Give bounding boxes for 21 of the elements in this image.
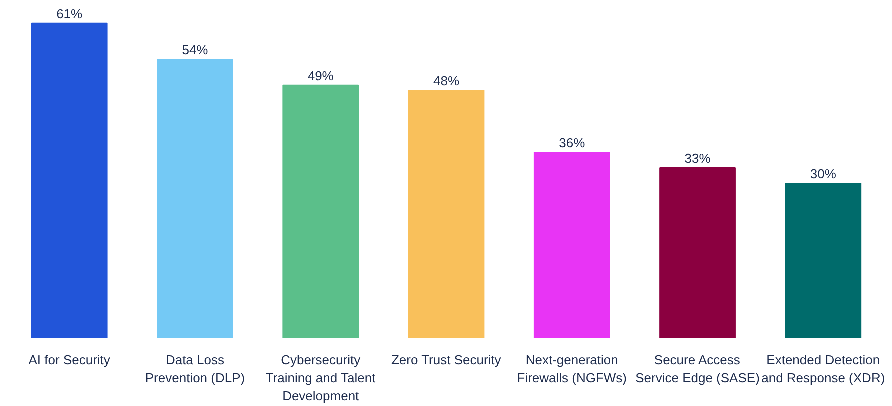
data-label: 61%: [56, 6, 84, 22]
x-tick-label: Cybersecurity Training and Talent Development: [266, 352, 376, 404]
x-tick-label: Secure Access Service Edge (SASE): [636, 352, 760, 386]
data-label: 30%: [810, 166, 837, 182]
x-tick-label: Data Loss Prevention (DLP): [145, 352, 246, 386]
bar: [157, 59, 234, 338]
data-label: 48%: [433, 74, 460, 89]
data-label: 54%: [182, 42, 209, 58]
x-tick-label: Next-generation Firewalls (NGFWs): [517, 352, 628, 386]
x-tick-label: Extended Detection and Response (XDR): [762, 352, 886, 386]
bar: [282, 84, 360, 338]
bar: [660, 168, 736, 338]
x-tick-label: AI for Security: [28, 352, 111, 368]
data-label: 36%: [559, 136, 586, 151]
data-label: 33%: [684, 151, 712, 166]
data-label: 49%: [308, 68, 334, 84]
bar: [408, 90, 485, 338]
bar: [785, 183, 862, 338]
bar: [31, 22, 108, 338]
bar: [534, 152, 610, 338]
x-tick-label: Zero Trust Security: [391, 352, 502, 368]
